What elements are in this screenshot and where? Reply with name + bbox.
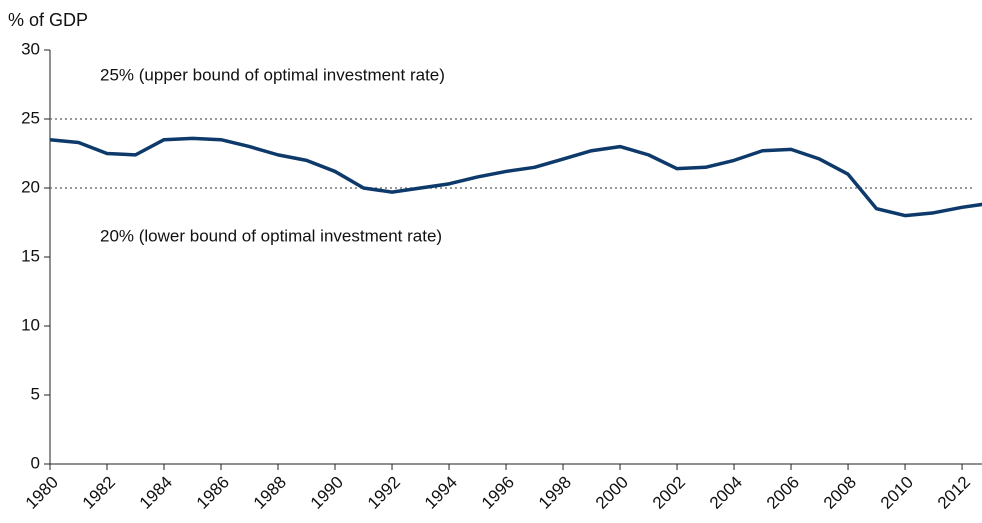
y-tick-label: 20 <box>21 177 40 196</box>
x-tick-label: 1998 <box>535 473 575 513</box>
x-tick-label: 1988 <box>250 473 290 513</box>
x-tick-label: 2000 <box>592 473 632 513</box>
y-tick-label: 10 <box>21 315 40 334</box>
x-tick-label: 2010 <box>877 473 917 513</box>
y-tick-label: 15 <box>21 246 40 265</box>
x-tick-label: 1994 <box>421 473 461 513</box>
x-tick-label: 2006 <box>763 473 803 513</box>
data-line <box>49 136 982 218</box>
x-tick-label: 1986 <box>193 473 233 513</box>
x-tick-label: 1992 <box>364 473 404 513</box>
x-tick-label: 2008 <box>820 473 860 513</box>
x-tick-label: 1996 <box>478 473 518 513</box>
y-tick-label: 25 <box>21 108 40 127</box>
reference-label: 20% (lower bound of optimal investment r… <box>100 226 442 245</box>
y-tick-label: 0 <box>31 453 40 472</box>
y-tick-label: 30 <box>21 39 40 58</box>
x-tick-label: 1984 <box>136 473 176 513</box>
x-tick-label: 2012 <box>934 473 974 513</box>
x-tick-label: 1980 <box>22 473 62 513</box>
y-axis-label: % of GDP <box>8 10 88 30</box>
x-tick-label: 1982 <box>79 473 119 513</box>
x-tick-label: 2004 <box>706 473 746 513</box>
reference-label: 25% (upper bound of optimal investment r… <box>100 65 445 84</box>
x-tick-label: 2002 <box>649 473 689 513</box>
y-tick-label: 5 <box>31 384 40 403</box>
x-tick-label: 1990 <box>307 473 347 513</box>
